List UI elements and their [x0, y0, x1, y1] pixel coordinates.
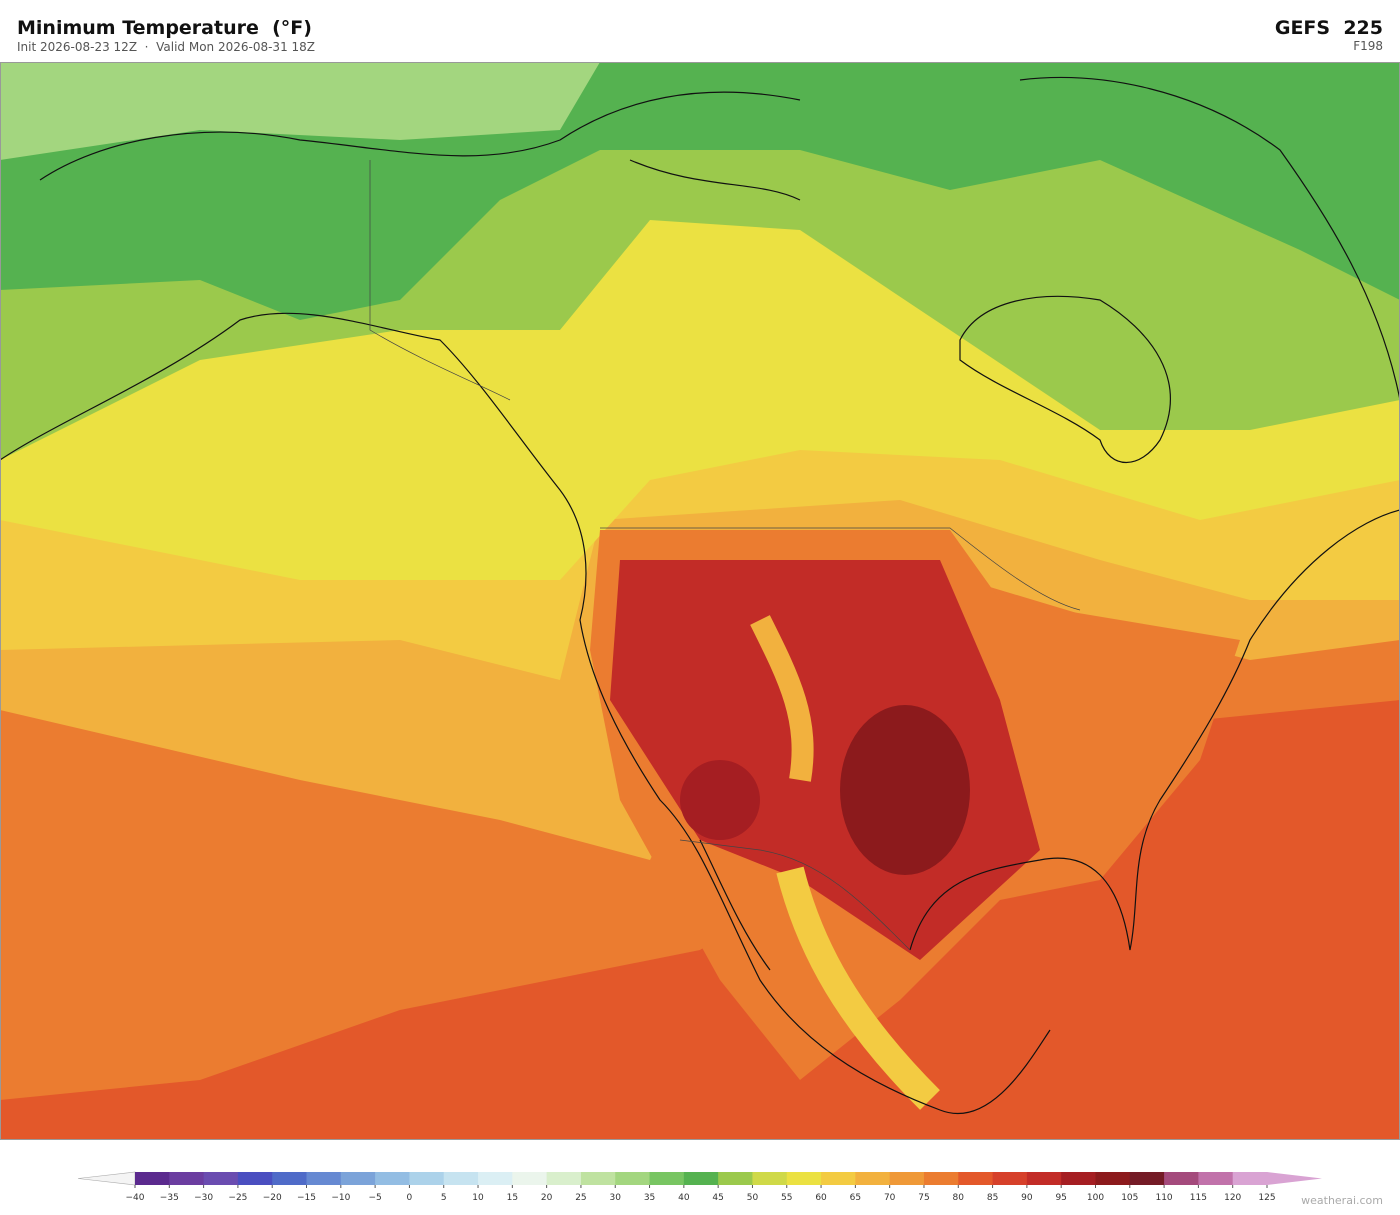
colorbar-segment — [1061, 1172, 1096, 1185]
colorbar-tick-label: 40 — [678, 1193, 690, 1203]
colorbar-tick-label: 30 — [610, 1193, 622, 1203]
colorbar-segment — [786, 1172, 822, 1185]
colorbar-segment — [1026, 1172, 1062, 1185]
colorbar-segment — [855, 1172, 891, 1185]
map-field — [840, 705, 970, 875]
colorbar-tick-label: 75 — [918, 1193, 929, 1203]
colorbar-tick-label: 10 — [472, 1193, 484, 1203]
colorbar-segment — [1129, 1172, 1165, 1185]
colorbar-tick-label: 115 — [1190, 1193, 1207, 1203]
title: Minimum Temperature (°F) — [17, 17, 312, 39]
colorbar-segment — [478, 1172, 513, 1185]
colorbar-tick-label: 45 — [712, 1193, 723, 1203]
colorbar-segment — [958, 1172, 994, 1185]
colorbar-tick-label: −35 — [160, 1193, 179, 1203]
colorbar-segment — [512, 1172, 548, 1185]
colorbar-segment — [1198, 1172, 1234, 1185]
colorbar-segment — [237, 1172, 273, 1185]
model-name: GEFS 225 — [1275, 17, 1383, 39]
coastline — [0, 76, 1400, 1115]
map — [0, 62, 1400, 1140]
colorbar-tick-label: 85 — [987, 1193, 998, 1203]
map-field — [0, 62, 600, 160]
colorbar-segment — [580, 1172, 616, 1185]
map-field — [680, 760, 760, 840]
colorbar-segment — [546, 1172, 582, 1185]
colorbar-tick-label: 105 — [1121, 1193, 1138, 1203]
colorbar-tick-label: −15 — [297, 1193, 316, 1203]
colorbar-tick-label: 110 — [1155, 1193, 1172, 1203]
colorbar-segment — [683, 1172, 719, 1185]
map-field — [776, 866, 940, 1110]
colorbar-tick-label: 90 — [1021, 1193, 1033, 1203]
credit: weatherai.com — [1301, 1194, 1383, 1207]
colorbar-tick-label: 20 — [541, 1193, 553, 1203]
colorbar-tick-label: 50 — [747, 1193, 759, 1203]
colorbar-tick-label: 95 — [1055, 1193, 1066, 1203]
colorbar-tick-label: −10 — [331, 1193, 350, 1203]
colorbar-tick-label: 100 — [1087, 1193, 1104, 1203]
colorbar-tick-label: 15 — [507, 1193, 518, 1203]
colorbar-over — [1267, 1172, 1322, 1185]
colorbar-segment — [615, 1172, 651, 1185]
colorbar-segment — [821, 1172, 856, 1185]
colorbar-segment — [169, 1172, 205, 1185]
colorbar-segment — [992, 1172, 1028, 1185]
colorbar-segment — [443, 1172, 479, 1185]
colorbar-tick-label: −30 — [194, 1193, 213, 1203]
colorbar-segment — [375, 1172, 410, 1185]
colorbar-segment — [306, 1172, 342, 1185]
colorbar-tick-label: 120 — [1224, 1193, 1241, 1203]
subtitle: Init 2026-08-23 12Z · Valid Mon 2026-08-… — [17, 40, 315, 54]
colorbar-tick-label: 55 — [781, 1193, 792, 1203]
colorbar-segment — [923, 1172, 959, 1185]
colorbar-tick-label: −5 — [368, 1193, 381, 1203]
colorbar-tick-label: −20 — [263, 1193, 282, 1203]
colorbar-segment — [1164, 1172, 1199, 1185]
colorbar-tick-label: 5 — [441, 1193, 447, 1203]
colorbar-segment — [718, 1172, 753, 1185]
colorbar-tick-label: 125 — [1258, 1193, 1275, 1203]
border — [369, 160, 1081, 951]
colorbar-segment — [889, 1172, 925, 1185]
colorbar-segment — [649, 1172, 685, 1185]
colorbar-segment — [272, 1172, 308, 1185]
map-field — [750, 615, 814, 782]
colorbar-segment — [409, 1172, 445, 1185]
colorbar-tick-label: −40 — [126, 1193, 145, 1203]
colorbar: −40 −35 −30 −25 −20 −15 −10 −5 0 5 10 15 20 25 30 35 40 4… — [77, 1171, 1322, 1203]
colorbar-tick-label: 80 — [953, 1193, 965, 1203]
colorbar-tick-label: 35 — [644, 1193, 655, 1203]
colorbar-segment — [752, 1172, 788, 1185]
colorbar-segment — [340, 1172, 376, 1185]
forecast-hour: F198 — [1353, 39, 1383, 53]
colorbar-tick-label: 25 — [575, 1193, 586, 1203]
colorbar-segment — [203, 1172, 239, 1185]
colorbar-tick-label: 0 — [407, 1193, 413, 1203]
colorbar-tick-label: 65 — [850, 1193, 861, 1203]
colorbar-tick-label: 60 — [815, 1193, 827, 1203]
colorbar-tick-label: −25 — [228, 1193, 247, 1203]
colorbar-segment — [1095, 1172, 1131, 1185]
colorbar-segment — [135, 1172, 170, 1185]
colorbar-segment — [1232, 1172, 1268, 1185]
colorbar-tick-label: 70 — [884, 1193, 896, 1203]
